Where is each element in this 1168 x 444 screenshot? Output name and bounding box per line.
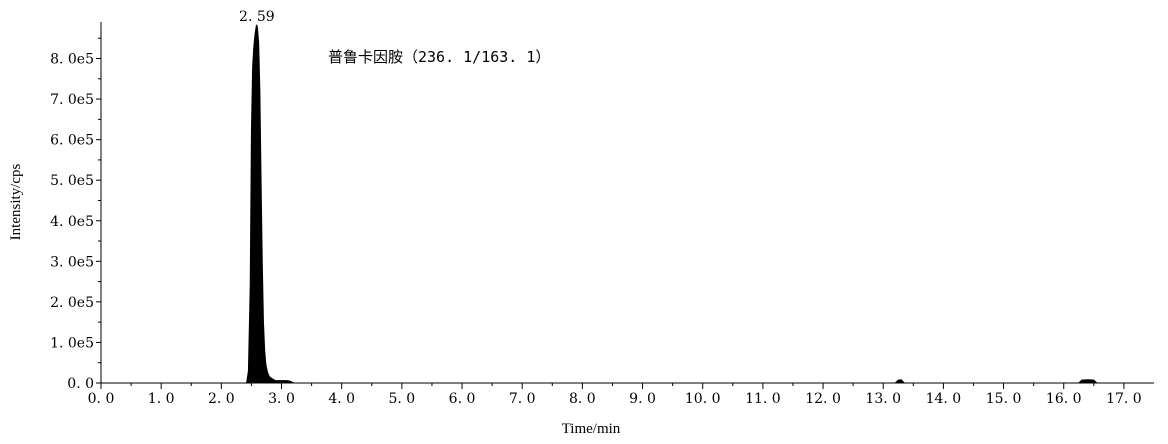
y-tick-label-3: 3. 0e5 — [50, 254, 94, 270]
x-tick-label-13: 13. 0 — [865, 391, 901, 407]
y-tick-label-4: 4. 0e5 — [50, 214, 94, 230]
x-tick-label-11: 11. 0 — [745, 391, 781, 407]
x-tick-label-5: 5. 0 — [388, 391, 415, 407]
x-tick-label-7: 7. 0 — [509, 391, 536, 407]
x-axis-title: Time/min — [562, 421, 621, 437]
x-tick-label-17: 17. 0 — [1106, 391, 1142, 407]
compound-annotation: 普鲁卡因胺（236. 1/163. 1） — [328, 48, 550, 66]
x-tick-label-14: 14. 0 — [926, 391, 962, 407]
y-tick-label-6: 6. 0e5 — [50, 133, 94, 149]
plot-area — [101, 24, 1154, 384]
y-tick-label-8: 8. 0e5 — [50, 52, 94, 68]
y-tick-label-1: 1. 0e5 — [50, 335, 94, 351]
x-tick-label-10: 10. 0 — [685, 391, 721, 407]
x-tick-label-0: 0. 0 — [88, 391, 115, 407]
x-tick-label-15: 15. 0 — [986, 391, 1022, 407]
x-tick-label-8: 8. 0 — [569, 391, 596, 407]
x-tick-label-6: 6. 0 — [449, 391, 476, 407]
x-tick-label-12: 12. 0 — [805, 391, 841, 407]
x-tick-label-1: 1. 0 — [148, 391, 175, 407]
x-tick-label-4: 4. 0 — [328, 391, 355, 407]
x-tick-label-16: 16. 0 — [1046, 391, 1082, 407]
chromatogram-trace-0 — [101, 24, 1154, 384]
y-tick-label-2: 2. 0e5 — [50, 295, 94, 311]
y-tick-label-5: 5. 0e5 — [50, 173, 94, 189]
x-tick-label-2: 2. 0 — [208, 391, 235, 407]
y-tick-label-0: 0. 0 — [67, 376, 94, 392]
peak-retention-time-label: 2. 59 — [239, 9, 275, 25]
x-tick-label-3: 3. 0 — [268, 391, 295, 407]
x-tick-label-9: 9. 0 — [629, 391, 656, 407]
y-axis-title: Intensity/cps — [8, 164, 24, 241]
x-axis: 0. 0 1. 0 2. 0 3. 0 4. 0 5. 0 6. 0 7. 0 8. 0 9. 0… — [88, 382, 1154, 407]
y-axis: 0. 0 1. 0e5 2. 0e5 3. 0e5 4. 0e5 5. 0e5 6. 0e5… — [50, 22, 102, 392]
y-tick-label-7: 7. 0e5 — [50, 92, 94, 108]
